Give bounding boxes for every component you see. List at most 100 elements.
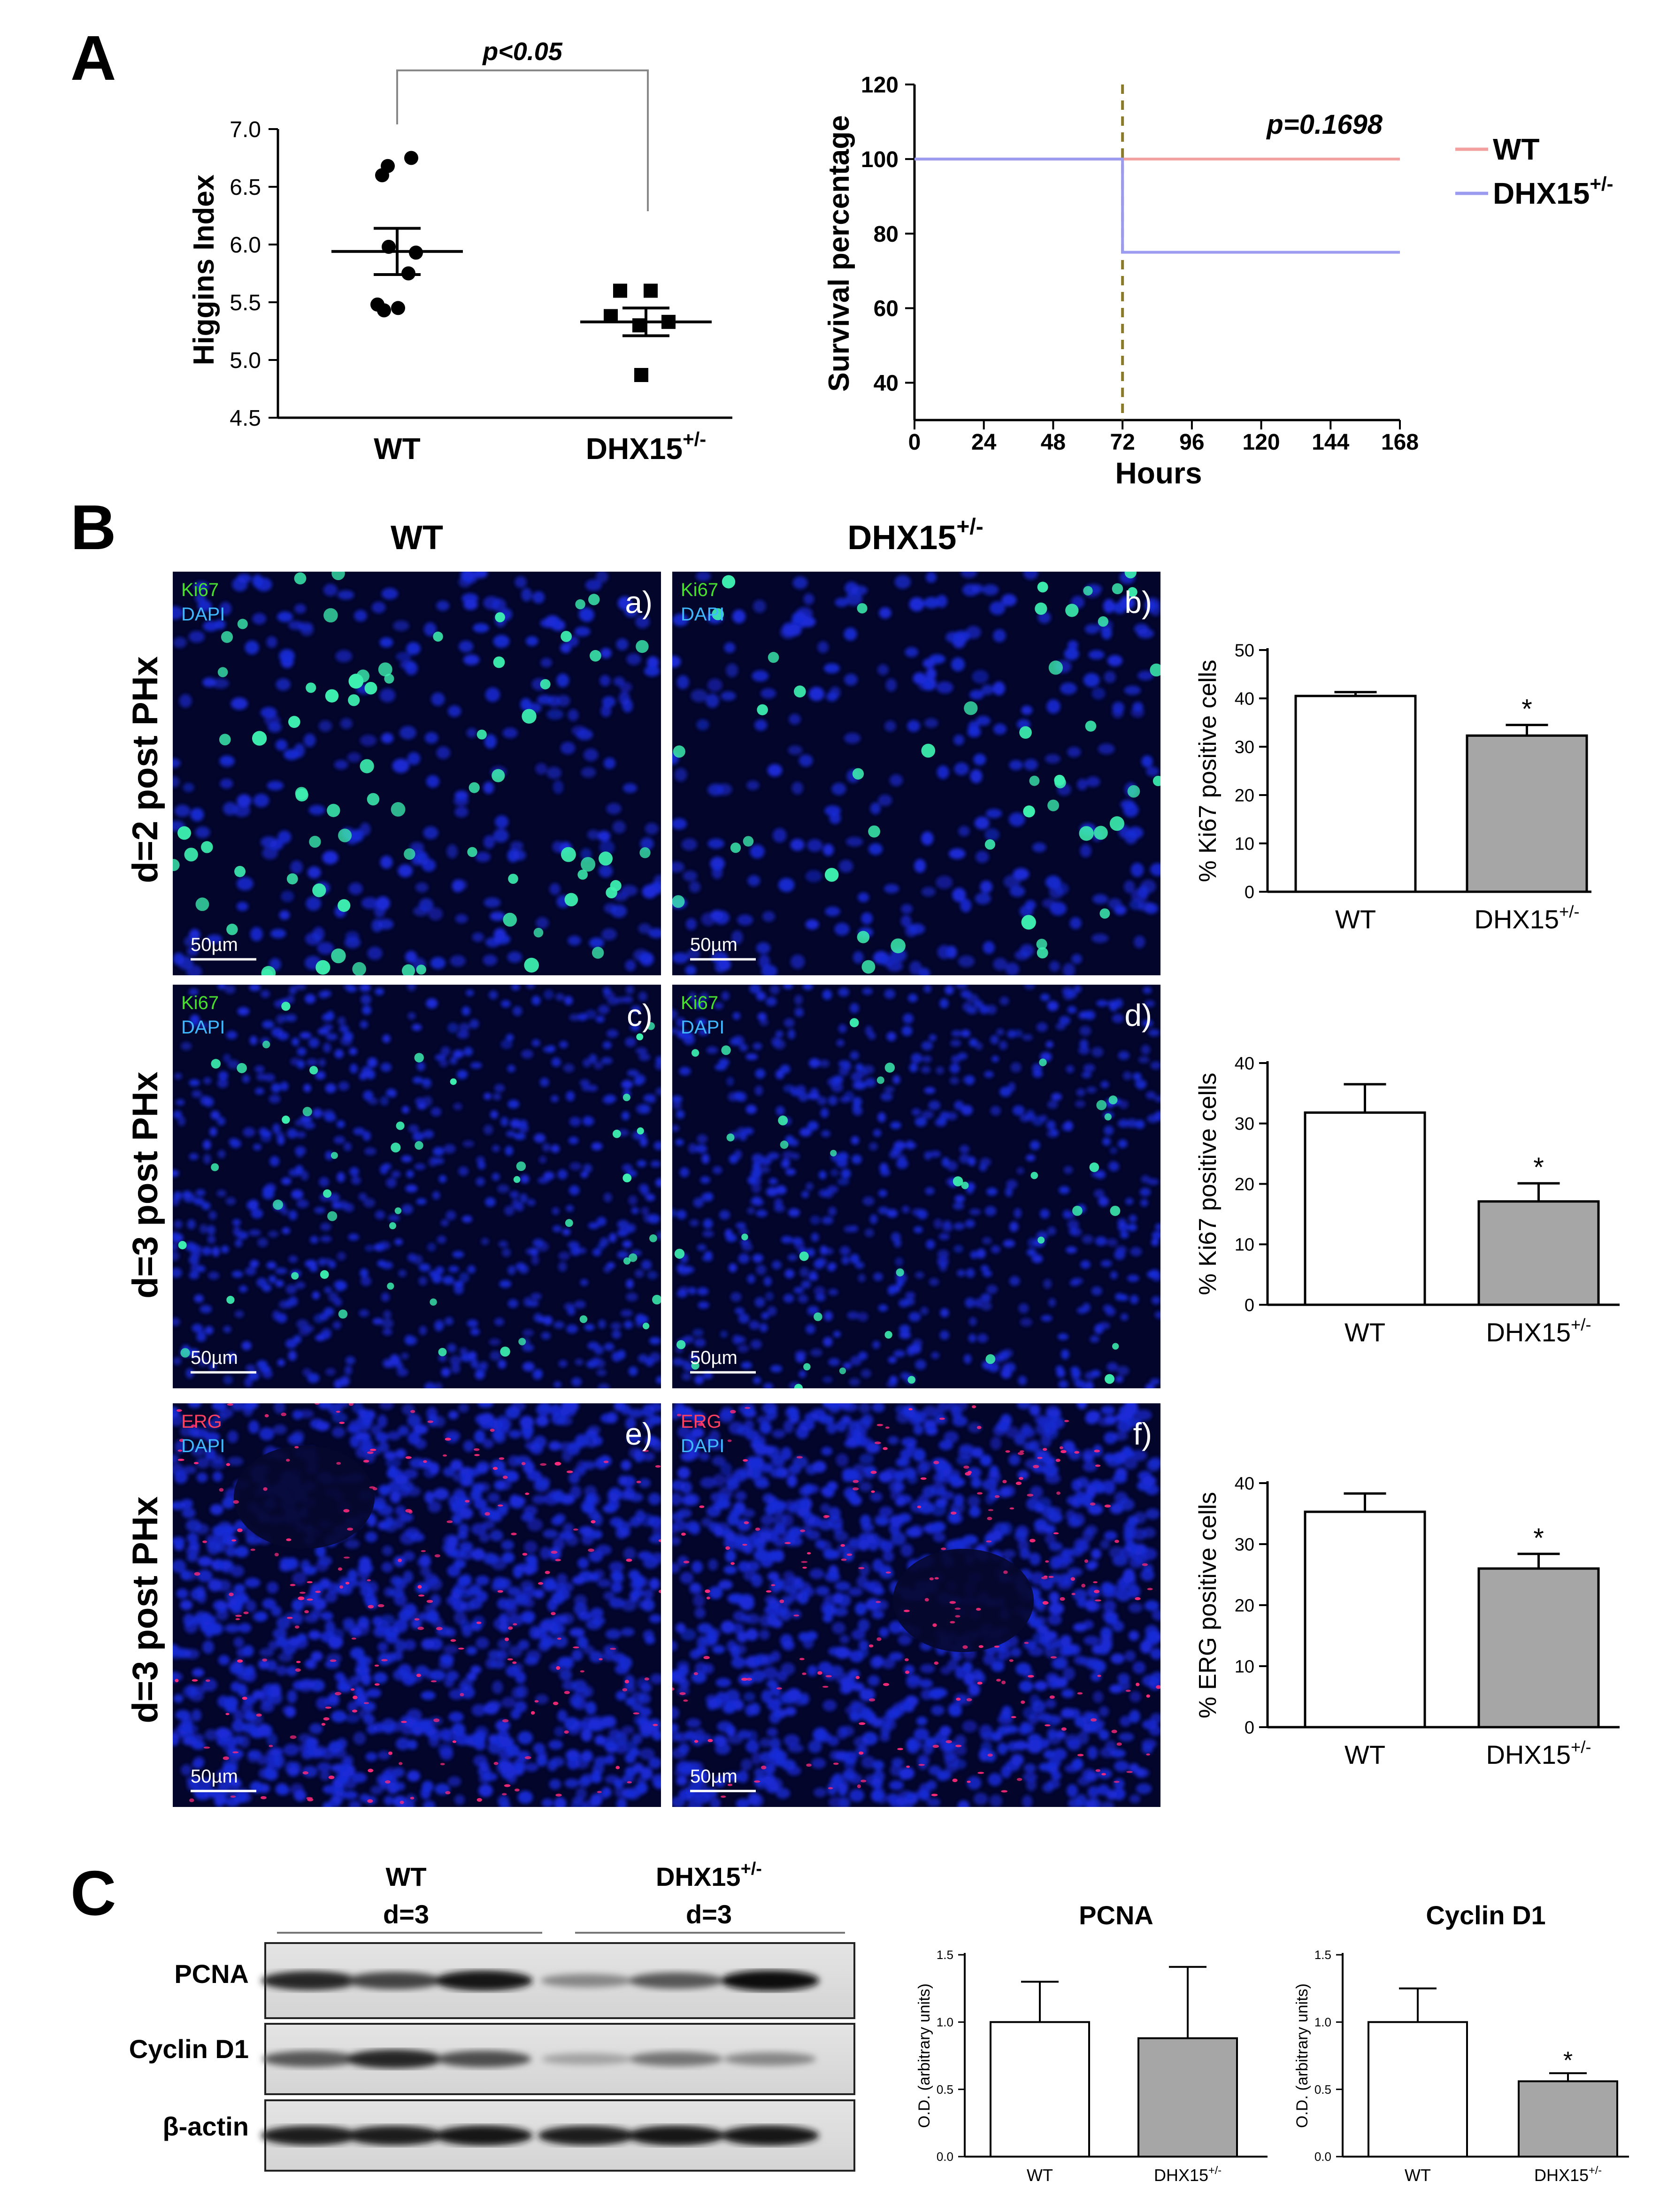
erg-nucleus — [846, 1553, 853, 1556]
dapi-nucleus — [292, 1037, 300, 1046]
dapi-nucleus — [828, 1507, 841, 1521]
erg-nucleus — [741, 1677, 748, 1681]
ytick-label-1: 10 — [1235, 1657, 1254, 1676]
erg-nucleus — [699, 1423, 705, 1426]
dapi-nucleus — [527, 1300, 539, 1307]
dapi-nucleus — [921, 1066, 931, 1074]
dapi-nucleus — [359, 1422, 371, 1431]
erg-nucleus — [229, 1592, 234, 1597]
ki67-nucleus — [404, 848, 415, 860]
dapi-nucleus — [188, 988, 199, 996]
dapi-nucleus — [1091, 1548, 1101, 1559]
dapi-nucleus — [569, 1014, 580, 1021]
scatter-ytick-label-1: 5.0 — [230, 348, 261, 373]
dapi-nucleus — [807, 1665, 818, 1676]
dapi-nucleus — [898, 1634, 912, 1646]
blot-band — [541, 2053, 632, 2065]
dapi-nucleus — [1040, 1578, 1054, 1590]
dapi-nucleus — [560, 1408, 576, 1417]
dapi-nucleus — [684, 1439, 700, 1453]
dapi-nucleus — [175, 1709, 191, 1720]
dapi-nucleus — [931, 1705, 945, 1715]
dapi-nucleus — [471, 1523, 487, 1535]
dapi-nucleus — [231, 1681, 241, 1692]
dapi-nucleus — [738, 1313, 750, 1324]
dapi-nucleus — [470, 1062, 482, 1069]
ki67-nucleus — [177, 826, 191, 840]
col-header-wt: WT — [391, 519, 443, 557]
dapi-nucleus — [871, 1717, 883, 1728]
ki67-nucleus — [327, 804, 340, 817]
dapi-nucleus — [1023, 1441, 1036, 1451]
dapi-nucleus — [838, 987, 849, 997]
dapi-nucleus — [557, 1169, 568, 1179]
dapi-nucleus — [1008, 812, 1025, 827]
dapi-nucleus — [720, 1407, 734, 1419]
dapi-nucleus — [428, 1501, 441, 1513]
dapi-nucleus — [991, 1056, 999, 1063]
dapi-nucleus — [455, 914, 468, 924]
dapi-nucleus — [423, 1130, 434, 1139]
erg-nucleus — [302, 1771, 308, 1775]
dapi-nucleus — [207, 1225, 215, 1235]
x-label-dhx: DHX15+/- — [1474, 902, 1579, 934]
dapi-nucleus — [784, 1018, 795, 1027]
erg-nucleus — [307, 1598, 313, 1601]
dapi-nucleus — [1151, 1296, 1160, 1305]
dapi-nucleus — [962, 1002, 973, 1012]
dapi-nucleus — [501, 1000, 511, 1008]
dapi-nucleus — [419, 1325, 427, 1335]
dapi-nucleus — [731, 1656, 746, 1669]
dapi-nucleus — [490, 1350, 501, 1361]
x-label-wt: WT — [1405, 2166, 1431, 2185]
dapi-nucleus — [362, 1005, 372, 1015]
dapi-nucleus — [859, 1688, 876, 1701]
dapi-nucleus — [814, 1787, 827, 1798]
dapi-nucleus — [1094, 1189, 1105, 1198]
dapi-nucleus — [208, 1362, 217, 1370]
erg-nucleus — [655, 1465, 661, 1468]
dapi-nucleus — [410, 1532, 425, 1542]
image-tag: b) — [1124, 585, 1152, 620]
dapi-nucleus — [342, 1791, 358, 1799]
dapi-nucleus — [340, 1375, 350, 1386]
dapi-nucleus — [752, 1153, 763, 1164]
dapi-nucleus — [483, 781, 494, 794]
ki67-nucleus — [1110, 1205, 1121, 1216]
dapi-nucleus — [1045, 1041, 1053, 1048]
dapi-nucleus — [788, 1208, 800, 1217]
dapi-nucleus — [1099, 1706, 1109, 1717]
erg-nucleus — [766, 1590, 772, 1593]
ki67-nucleus — [636, 1033, 644, 1041]
dapi-nucleus — [637, 1776, 647, 1786]
dapi-nucleus — [232, 577, 248, 592]
erg-nucleus — [345, 1582, 350, 1584]
dapi-nucleus — [986, 1004, 997, 1015]
dapi-nucleus — [672, 1095, 683, 1103]
dapi-nucleus — [594, 1735, 606, 1745]
dapi-nucleus — [921, 1041, 933, 1050]
dapi-nucleus — [801, 1280, 811, 1289]
dapi-nucleus — [960, 898, 972, 912]
dapi-nucleus — [808, 1058, 821, 1068]
dapi-nucleus — [355, 1694, 366, 1707]
dapi-nucleus — [529, 1444, 542, 1454]
dapi-nucleus — [649, 1352, 661, 1362]
erg-nucleus — [622, 1688, 628, 1692]
dapi-nucleus — [1066, 1495, 1081, 1506]
dapi-nucleus — [928, 1100, 941, 1110]
dapi-nucleus — [412, 1255, 423, 1265]
dapi-nucleus — [498, 1795, 509, 1807]
dapi-nucleus — [696, 719, 709, 731]
dapi-nucleus — [308, 1630, 321, 1640]
dapi-nucleus — [522, 1461, 535, 1474]
dapi-nucleus — [1014, 1434, 1026, 1446]
erg-nucleus — [364, 1460, 369, 1462]
dapi-nucleus — [787, 1475, 797, 1487]
dapi-nucleus — [914, 1117, 927, 1127]
survival-xtick-label-5: 120 — [1243, 430, 1280, 455]
dapi-nucleus — [225, 1591, 238, 1602]
dapi-nucleus — [828, 1404, 840, 1413]
dapi-nucleus — [858, 1532, 875, 1543]
